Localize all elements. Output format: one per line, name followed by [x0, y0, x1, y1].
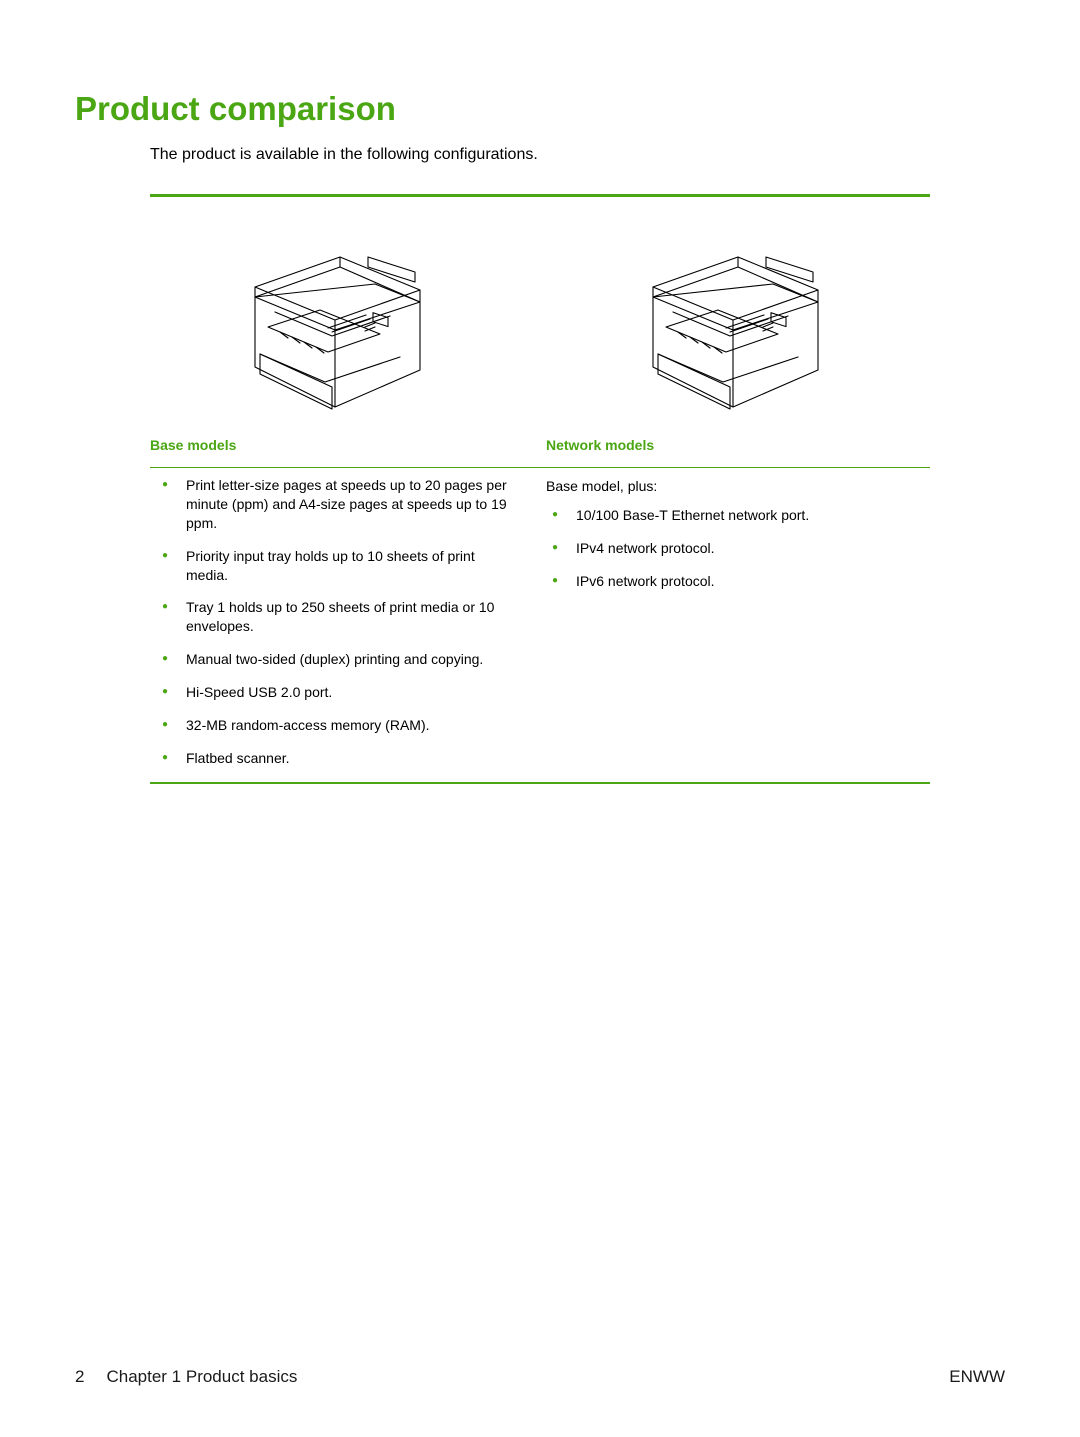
list-item: Print letter-size pages at speeds up to … — [156, 476, 510, 533]
list-item: Flatbed scanner. — [156, 749, 510, 768]
printer-illustration-network — [618, 212, 848, 412]
table-bottom-rule — [150, 782, 930, 784]
features-row: Print letter-size pages at speeds up to … — [150, 468, 930, 782]
comparison-table: Base models Network models Print letter-… — [150, 194, 930, 784]
page-footer: 2 Chapter 1 Product basics ENWW — [75, 1367, 1005, 1387]
network-model-image-cell — [540, 197, 930, 427]
network-feature-list: 10/100 Base-T Ethernet network port. IPv… — [546, 506, 924, 591]
list-item: Manual two-sided (duplex) printing and c… — [156, 650, 510, 669]
intro-text: The product is available in the followin… — [150, 146, 1005, 164]
header-row: Base models Network models — [150, 427, 930, 467]
list-item: Tray 1 holds up to 250 sheets of print m… — [156, 598, 510, 636]
network-models-header: Network models — [546, 437, 654, 453]
base-model-image-cell — [150, 197, 540, 427]
list-item: IPv6 network protocol. — [546, 572, 924, 591]
base-models-header: Base models — [150, 437, 236, 453]
list-item: IPv4 network protocol. — [546, 539, 924, 558]
network-intro-text: Base model, plus: — [546, 478, 924, 494]
list-item: Hi-Speed USB 2.0 port. — [156, 683, 510, 702]
list-item: 32-MB random-access memory (RAM). — [156, 716, 510, 735]
image-row — [150, 197, 930, 427]
chapter-label: Chapter 1 Product basics — [106, 1367, 297, 1387]
list-item: 10/100 Base-T Ethernet network port. — [546, 506, 924, 525]
list-item: Priority input tray holds up to 10 sheet… — [156, 547, 510, 585]
printer-illustration-base — [220, 212, 450, 412]
page-number: 2 — [75, 1367, 84, 1387]
page-title: Product comparison — [75, 90, 1005, 128]
region-code: ENWW — [949, 1367, 1005, 1387]
base-feature-list: Print letter-size pages at speeds up to … — [156, 476, 510, 768]
